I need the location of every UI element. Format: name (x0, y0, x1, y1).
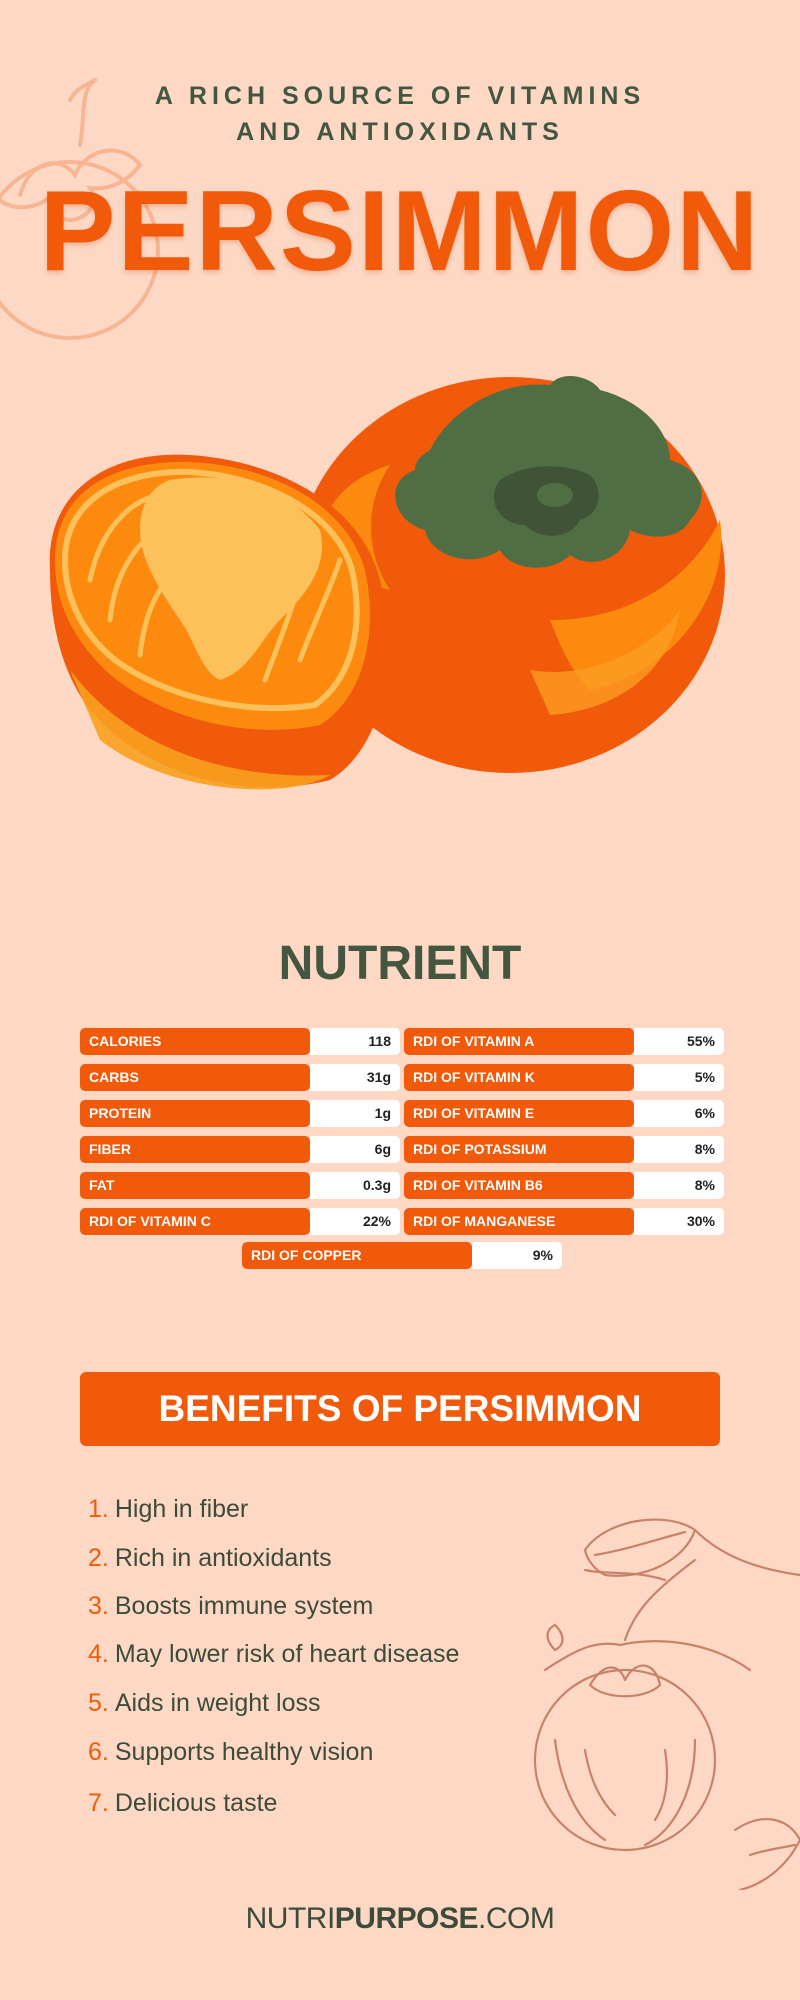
subtitle: A RICH SOURCE OF VITAMINS AND ANTIOXIDAN… (0, 78, 800, 150)
benefit-number: 3. (88, 1592, 109, 1620)
nutrient-value: 5% (634, 1064, 724, 1091)
benefit-text: Rich in antioxidants (114, 1544, 332, 1572)
nutrient-label: FAT (80, 1172, 310, 1199)
benefit-text: May lower risk of heart disease (114, 1640, 460, 1668)
nutrient-value: 6% (634, 1100, 724, 1127)
persimmon-illustration (49, 375, 725, 790)
nutrient-label: RDI OF VITAMIN B6 (404, 1172, 634, 1199)
benefits-heading: BENEFITS OF PERSIMMON (80, 1372, 720, 1446)
nutrient-row-copper: RDI OF COPPER 9% (242, 1242, 562, 1269)
nutrient-label: RDI OF COPPER (242, 1242, 472, 1269)
nutrient-label: RDI OF POTASSIUM (404, 1136, 634, 1163)
nutrient-row: CALORIES 118 (80, 1028, 400, 1055)
nutrient-row: RDI OF VITAMIN B6 8% (404, 1172, 724, 1199)
nutrient-label: RDI OF VITAMIN K (404, 1064, 634, 1091)
nutrient-label: RDI OF MANGANESE (404, 1208, 634, 1235)
nutrient-heading: NUTRIENT (278, 937, 522, 990)
persimmon-outline-icon (0, 78, 160, 340)
benefit-item: 4. May lower risk of heart disease (88, 1634, 459, 1674)
nutrient-value: 6g (310, 1136, 400, 1163)
persimmon-branch-sketch (533, 1518, 800, 1890)
nutrient-row: CARBS 31g (80, 1064, 400, 1091)
benefit-item: 3. Boosts immune system (88, 1586, 373, 1626)
nutrient-row: RDI OF VITAMIN A 55% (404, 1028, 724, 1055)
benefit-item: 1. High in fiber (88, 1489, 248, 1529)
nutrient-row: FAT 0.3g (80, 1172, 400, 1199)
nutrient-label: CALORIES (80, 1028, 310, 1055)
benefit-number: 5. (88, 1689, 109, 1717)
nutrient-row: RDI OF VITAMIN E 6% (404, 1100, 724, 1127)
benefit-text: Delicious taste (114, 1789, 278, 1817)
benefit-text: Boosts immune system (114, 1592, 374, 1620)
nutrient-value: 8% (634, 1136, 724, 1163)
nutrient-label: CARBS (80, 1064, 310, 1091)
benefit-number: 6. (88, 1738, 109, 1766)
nutrient-value: 0.3g (310, 1172, 400, 1199)
footer-brand: NUTRIPURPOSE.COM (0, 1898, 800, 1940)
nutrient-row: RDI OF MANGANESE 30% (404, 1208, 724, 1235)
nutrient-row: RDI OF VITAMIN C 22% (80, 1208, 400, 1235)
nutrient-label: RDI OF VITAMIN C (80, 1208, 310, 1235)
benefit-number: 1. (88, 1495, 109, 1523)
nutrient-row: FIBER 6g (80, 1136, 400, 1163)
benefit-item: 5. Aids in weight loss (88, 1683, 321, 1723)
benefit-item: 2. Rich in antioxidants (88, 1538, 332, 1578)
nutrient-value: 118 (310, 1028, 400, 1055)
nutrient-right-column: RDI OF VITAMIN A 55% RDI OF VITAMIN K 5%… (404, 1028, 724, 1235)
benefit-text: Aids in weight loss (114, 1689, 321, 1717)
subtitle-line-2: AND ANTIOXIDANTS (236, 118, 564, 146)
nutrient-value: 8% (634, 1172, 724, 1199)
benefit-number: 7. (88, 1789, 109, 1817)
benefit-number: 2. (88, 1544, 109, 1572)
benefit-number: 4. (88, 1640, 109, 1668)
nutrient-value: 22% (310, 1208, 400, 1235)
brand-part-3: .COM (478, 1902, 555, 1935)
benefit-text: Supports healthy vision (114, 1738, 374, 1766)
nutrient-row: RDI OF VITAMIN K 5% (404, 1064, 724, 1091)
benefit-text: High in fiber (114, 1495, 249, 1523)
nutrient-value: 31g (310, 1064, 400, 1091)
nutrient-label: RDI OF VITAMIN E (404, 1100, 634, 1127)
brand-part-2: PURPOSE (334, 1902, 479, 1935)
nutrient-label: RDI OF VITAMIN A (404, 1028, 634, 1055)
nutrient-label: PROTEIN (80, 1100, 310, 1127)
nutrient-value: 55% (634, 1028, 724, 1055)
nutrient-row: RDI OF POTASSIUM 8% (404, 1136, 724, 1163)
page-title: PERSIMMON (39, 168, 761, 295)
nutrient-left-column: CALORIES 118 CARBS 31g PROTEIN 1g FIBER … (80, 1028, 400, 1235)
nutrient-row: PROTEIN 1g (80, 1100, 400, 1127)
nutrient-label: FIBER (80, 1136, 310, 1163)
nutrient-value: 30% (634, 1208, 724, 1235)
nutrient-value: 1g (310, 1100, 400, 1127)
benefit-item: 6. Supports healthy vision (88, 1732, 373, 1772)
nutrient-value: 9% (472, 1242, 562, 1269)
benefit-item: 7. Delicious taste (88, 1783, 277, 1823)
subtitle-line-1: A RICH SOURCE OF VITAMINS (154, 82, 646, 110)
brand-part-1: NUTRI (245, 1902, 336, 1935)
